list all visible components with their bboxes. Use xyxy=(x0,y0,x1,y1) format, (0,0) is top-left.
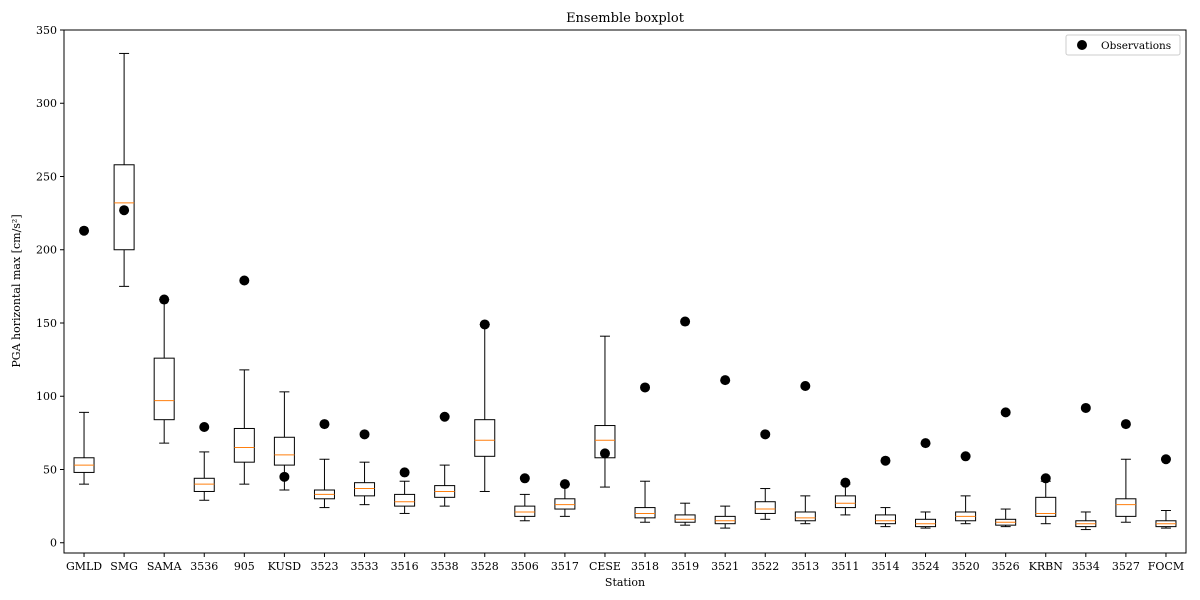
box xyxy=(193,477,215,492)
box xyxy=(794,511,816,522)
plot-area xyxy=(73,52,1177,531)
box xyxy=(674,514,696,523)
x-tick-label: FOCM xyxy=(1148,560,1184,573)
y-tick-label: 350 xyxy=(36,24,57,37)
x-tick-label: 3533 xyxy=(351,560,379,573)
x-tick-label: SAMA xyxy=(147,560,183,573)
observation-point xyxy=(199,422,210,433)
x-tick-label: KUSD xyxy=(268,560,302,573)
x-tick-label: 3523 xyxy=(310,560,338,573)
box xyxy=(514,505,536,517)
plot-frame xyxy=(63,29,1187,554)
box xyxy=(915,518,937,528)
x-tick-label: 3528 xyxy=(471,560,499,573)
legend-box xyxy=(1065,34,1181,56)
box xyxy=(354,482,376,497)
y-tick-label: 250 xyxy=(36,170,57,183)
observation-point xyxy=(840,477,851,488)
observation-point xyxy=(279,471,290,482)
x-tick-label: 3534 xyxy=(1072,560,1100,573)
box xyxy=(273,436,295,466)
box xyxy=(874,514,896,525)
x-axis-label: Station xyxy=(605,576,645,589)
legend: Observations xyxy=(1065,34,1181,56)
box xyxy=(834,495,856,509)
observation-point xyxy=(479,319,490,330)
box xyxy=(394,493,416,507)
box xyxy=(554,498,576,510)
x-tick-label: 3526 xyxy=(992,560,1020,573)
x-tick-label: 3517 xyxy=(551,560,579,573)
x-tick-label: KRBN xyxy=(1029,560,1064,573)
y-tick-label: 200 xyxy=(36,244,57,257)
observation-point xyxy=(760,429,771,440)
observation-point xyxy=(599,448,610,459)
observation-point xyxy=(359,429,370,440)
observation-point xyxy=(720,375,731,386)
observation-point xyxy=(680,316,691,327)
legend-observation-marker xyxy=(1077,40,1087,50)
x-tick-label: 3519 xyxy=(671,560,699,573)
box xyxy=(474,419,496,457)
x-tick-label: 3514 xyxy=(871,560,899,573)
x-tick-label: 3538 xyxy=(431,560,459,573)
x-tick-label: 3516 xyxy=(391,560,419,573)
x-tick-label: 3520 xyxy=(952,560,980,573)
observation-point xyxy=(319,419,330,430)
box xyxy=(1115,498,1137,517)
x-tick-label: 3518 xyxy=(631,560,659,573)
y-tick-label: 50 xyxy=(43,463,57,476)
x-tick-label: GMLD xyxy=(66,560,102,573)
box xyxy=(754,501,776,514)
box xyxy=(113,164,135,251)
observation-point xyxy=(519,473,530,484)
x-tick-label: SMG xyxy=(110,560,138,573)
box xyxy=(1035,496,1057,517)
observation-point xyxy=(1000,407,1011,418)
observation-point xyxy=(880,455,891,466)
x-axis: GMLD SMG SAMA 3536 905 KUSD 3523 3533 3516 3538 35… xyxy=(66,553,1184,573)
x-tick-label: 905 xyxy=(234,560,255,573)
legend-label: Observations xyxy=(1101,40,1171,52)
box xyxy=(714,515,736,525)
y-tick-label: 300 xyxy=(36,97,57,110)
x-tick-label: 3506 xyxy=(511,560,539,573)
box xyxy=(634,507,656,519)
observation-point xyxy=(1120,419,1131,430)
observation-point xyxy=(800,380,811,391)
observation-point xyxy=(239,275,250,286)
observation-point xyxy=(439,411,450,422)
box xyxy=(153,357,175,421)
x-tick-label: CESE xyxy=(589,560,621,573)
x-tick-label: 3527 xyxy=(1112,560,1140,573)
observation-point xyxy=(559,479,570,490)
observation-point xyxy=(119,205,130,216)
observation-point xyxy=(399,467,410,478)
observation-point xyxy=(960,451,971,462)
x-tick-label: 3536 xyxy=(190,560,218,573)
x-tick-label: 3511 xyxy=(831,560,859,573)
x-tick-label: 3521 xyxy=(711,560,739,573)
observation-point xyxy=(1040,473,1051,484)
observation-point xyxy=(1160,454,1171,465)
y-axis: 0 50 100 150 200 250 300 350 xyxy=(36,24,64,550)
box xyxy=(233,427,255,463)
y-axis-label: PGA horizontal max [cm/s²] xyxy=(10,214,23,367)
observation-point xyxy=(1080,402,1091,413)
x-tick-label: 3522 xyxy=(751,560,779,573)
y-tick-label: 0 xyxy=(50,537,57,550)
x-tick-label: 3513 xyxy=(791,560,819,573)
observation-point xyxy=(920,438,931,449)
y-tick-label: 150 xyxy=(36,317,57,330)
x-tick-label: 3524 xyxy=(912,560,940,573)
chart-title: Ensemble boxplot xyxy=(566,11,685,26)
y-tick-label: 100 xyxy=(36,390,57,403)
observation-point xyxy=(640,382,651,393)
observation-point xyxy=(79,225,90,236)
observation-point xyxy=(159,294,170,305)
